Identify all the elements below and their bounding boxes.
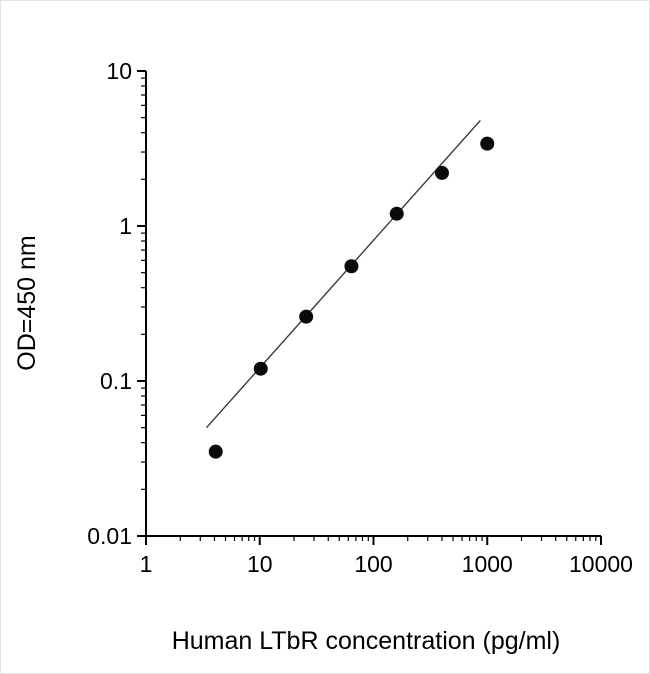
y-tick-label: 0.1 [100, 368, 132, 394]
data-point [389, 206, 404, 221]
y-tick-label: 0.01 [87, 523, 132, 549]
fit-line [205, 119, 481, 429]
data-point [253, 361, 268, 376]
y-axis-label: OD=450 nm [13, 235, 41, 371]
data-point [344, 259, 359, 274]
y-tick-label: 1 [119, 213, 132, 239]
y-tick-label: 10 [106, 58, 132, 84]
data-point [434, 165, 449, 180]
x-tick-label: 1 [140, 551, 153, 577]
data-point [299, 309, 314, 324]
x-tick-label: 100 [354, 551, 392, 577]
x-tick-label: 1000 [462, 551, 513, 577]
data-point [208, 444, 223, 459]
plot-area: 1 10 100 1000 10000 0.01 0.1 1 10 [87, 58, 633, 577]
x-axis-label: Human LTbR concentration (pg/ml) [172, 627, 561, 655]
x-tick-label: 10 [247, 551, 273, 577]
data-point [480, 136, 495, 151]
x-tick-label: 10000 [569, 551, 633, 577]
